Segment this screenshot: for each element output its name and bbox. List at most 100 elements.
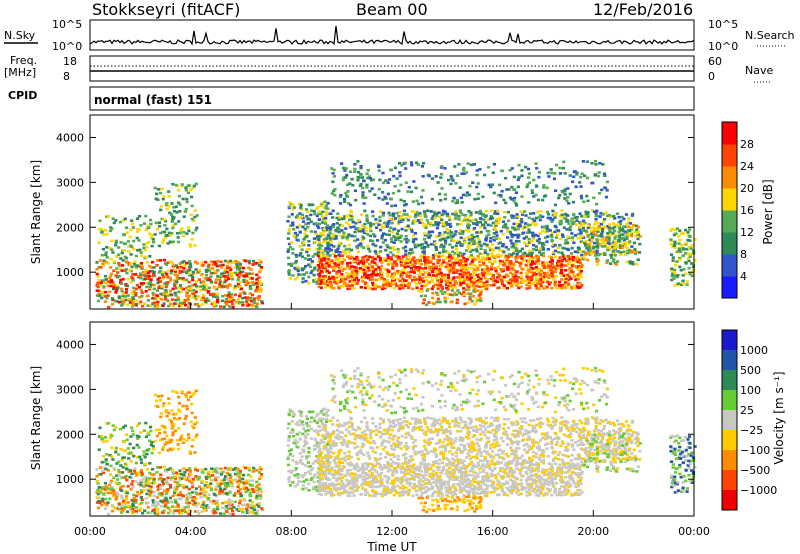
power-cell [438, 268, 442, 271]
power-cell [402, 264, 406, 267]
velocity-cell [318, 442, 322, 445]
power-cell [353, 189, 357, 193]
power-cell [294, 215, 299, 219]
velocity-cell [153, 393, 157, 397]
power-cell [139, 300, 143, 304]
velocity-cell [190, 481, 194, 484]
velocity-cell [152, 473, 156, 476]
velocity-cell [160, 480, 165, 483]
power-cell [538, 274, 542, 278]
velocity-cell [304, 472, 308, 475]
power-cell [462, 290, 466, 294]
power-cell [309, 261, 313, 265]
power-cell [443, 299, 447, 303]
power-cell [391, 246, 395, 249]
power-cell [684, 241, 688, 245]
velocity-cell [145, 452, 149, 456]
power-cell [212, 301, 216, 304]
power-cell [556, 264, 560, 267]
velocity-cell [286, 427, 290, 430]
power-cell [346, 255, 350, 258]
power-cell [151, 260, 155, 264]
power-cell [170, 202, 174, 205]
power-cell [374, 218, 378, 221]
velocity-cell [287, 412, 291, 416]
power-cell [406, 259, 410, 263]
power-cell [287, 215, 291, 219]
power-cell [619, 253, 623, 257]
power-cell [580, 284, 584, 287]
power-cell [145, 281, 149, 285]
velocity-cell [223, 466, 227, 470]
velocity-cell [238, 473, 242, 476]
power-cell [455, 271, 459, 274]
velocity-cell [117, 471, 121, 474]
power-cell [462, 252, 466, 256]
power-cell [466, 218, 470, 221]
date-title: 12/Feb/2016 [593, 0, 693, 19]
power-cell [169, 302, 173, 306]
velocity-cell [301, 484, 305, 487]
power-cell [184, 207, 188, 211]
power-cell [150, 269, 154, 273]
power-cell [461, 213, 465, 217]
power-cell [498, 241, 502, 245]
velocity-cell [192, 499, 196, 503]
velocity-cell [145, 479, 149, 483]
power-cell [407, 239, 411, 242]
power-cell [608, 223, 612, 226]
velocity-cell [123, 462, 127, 466]
power-cell [139, 276, 143, 280]
velocity-cell [317, 474, 321, 478]
power-cell [431, 215, 435, 218]
power-cell [287, 205, 291, 209]
power-cell [305, 215, 309, 218]
power-cell [125, 288, 129, 291]
power-cell [332, 168, 336, 172]
power-cell [353, 257, 357, 261]
power-cell [557, 286, 562, 290]
power-cell [361, 271, 365, 274]
power-cell [184, 186, 188, 189]
power-cell [311, 255, 315, 258]
power-cell [458, 229, 462, 232]
velocity-cell [204, 475, 208, 479]
power-cell [454, 182, 458, 185]
power-cell [440, 172, 444, 176]
velocity-cell [96, 482, 100, 485]
power-cell [356, 160, 360, 163]
velocity-cell [209, 487, 213, 491]
power-cell [450, 239, 454, 242]
power-cell [119, 257, 123, 260]
velocity-cell [230, 484, 235, 488]
power-cell [188, 260, 192, 263]
velocity-cell [249, 475, 253, 478]
power-cell [502, 284, 507, 287]
power-cell [560, 213, 564, 217]
power-cell [486, 218, 490, 221]
power-cell [377, 255, 381, 258]
velocity-cell [195, 469, 200, 472]
power-cell [505, 188, 509, 191]
velocity-cell [177, 395, 181, 399]
velocity-cell [147, 448, 151, 451]
power-cell [530, 262, 534, 266]
power-cell [131, 278, 135, 282]
power-cell [346, 238, 350, 241]
power-cell [478, 260, 482, 264]
velocity-cell [153, 481, 157, 485]
velocity-cell [95, 479, 99, 483]
velocity-cell [253, 504, 257, 507]
power-cell [605, 261, 609, 264]
power-cell [308, 265, 313, 269]
power-cell [359, 244, 363, 248]
velocity-cell [180, 434, 184, 437]
power-cell [541, 229, 545, 233]
power-cell [434, 264, 439, 268]
power-cell [414, 210, 418, 214]
velocity-cell [287, 469, 291, 473]
cpid-panel-frame [89, 86, 695, 111]
power-cell [536, 257, 540, 261]
power-cell [305, 248, 309, 251]
velocity-cell [176, 443, 180, 446]
